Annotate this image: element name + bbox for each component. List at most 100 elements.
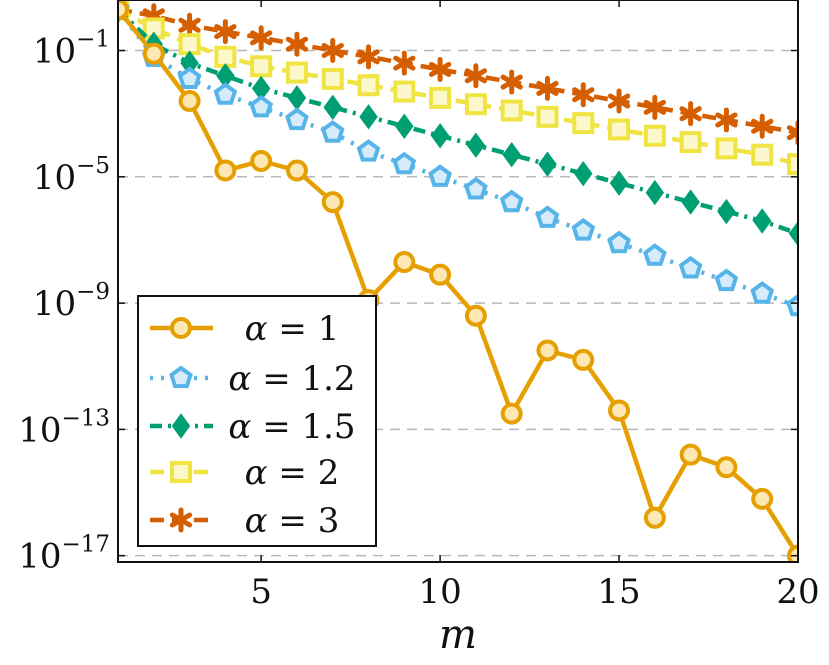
data-point	[393, 251, 416, 274]
data-point	[607, 230, 631, 254]
y-tick-exponent: −9	[76, 279, 110, 305]
data-point	[249, 25, 273, 51]
data-point	[715, 456, 738, 479]
data-point	[320, 120, 345, 143]
data-point	[428, 164, 452, 187]
data-point	[393, 80, 416, 103]
y-tick-label: 10−13	[18, 405, 110, 450]
data-point	[571, 218, 596, 241]
data-point	[608, 399, 631, 422]
legend-value: = 2	[268, 453, 340, 493]
legend-value: = 1.5	[251, 407, 355, 447]
y-tick-base: 10	[33, 158, 76, 198]
data-point	[751, 143, 774, 166]
data-point	[715, 137, 738, 160]
legend-greek: α	[228, 359, 251, 399]
data-point	[751, 113, 774, 139]
y-tick-label: 10−17	[18, 532, 110, 577]
data-point	[645, 179, 665, 206]
data-point	[535, 205, 560, 228]
data-point	[679, 101, 702, 127]
data-point	[608, 118, 631, 141]
legend-label: α = 1	[245, 309, 340, 349]
legend-label: α = 1.2	[228, 359, 355, 399]
y-tick-exponent: −5	[76, 153, 110, 179]
data-point	[787, 544, 798, 562]
legend-value: = 3	[268, 501, 340, 541]
x-axis-label: m	[439, 612, 477, 658]
data-point	[681, 189, 700, 215]
grid-lines	[118, 49, 798, 557]
data-point	[464, 93, 487, 116]
series-layer	[118, 0, 798, 562]
data-point	[536, 75, 559, 101]
legend-marker	[170, 461, 192, 483]
data-point	[214, 19, 237, 45]
data-point	[499, 189, 524, 213]
data-point	[500, 69, 523, 95]
data-point	[285, 61, 308, 84]
x-tick-label: 10	[418, 572, 461, 612]
data-point	[643, 506, 666, 529]
data-point	[428, 56, 452, 82]
data-point	[466, 132, 486, 158]
legend: α = 1α = 1.2α = 1.5α = 2α = 3	[137, 295, 377, 547]
data-point	[214, 159, 237, 182]
data-point	[142, 42, 165, 65]
data-point	[357, 44, 380, 70]
data-point	[285, 31, 309, 57]
data-point	[429, 263, 452, 286]
legend-marker	[169, 365, 193, 389]
series-square	[118, 0, 798, 176]
y-tick-base: 10	[33, 32, 76, 72]
series-star	[118, 0, 798, 146]
x-tick-label: 20	[776, 572, 819, 612]
legend-entry: α = 3	[150, 501, 339, 541]
data-point	[392, 151, 417, 175]
data-point	[607, 88, 631, 114]
data-point	[178, 90, 201, 113]
data-point	[752, 208, 772, 234]
data-point	[357, 74, 380, 97]
legend-value: = 1.2	[251, 359, 355, 399]
data-point	[118, 0, 129, 21]
legend-marker	[169, 507, 193, 533]
data-point	[321, 38, 344, 64]
data-point	[321, 191, 344, 214]
data-point	[249, 94, 274, 118]
data-point	[429, 86, 452, 109]
data-point	[393, 50, 416, 76]
data-point	[178, 12, 201, 38]
legend-greek: α	[228, 407, 251, 447]
series-circle	[118, 0, 798, 562]
x-tick-label: 15	[597, 572, 640, 612]
data-point	[177, 66, 202, 89]
y-tick-base: 10	[18, 410, 61, 450]
legend-entry: α = 1.2	[150, 359, 356, 399]
y-tick-exponent: −1	[76, 27, 110, 53]
data-point	[750, 281, 775, 304]
data-point	[679, 131, 702, 154]
data-point	[500, 402, 523, 425]
x-tick-label: 5	[250, 572, 272, 612]
data-point	[323, 94, 342, 121]
data-point	[643, 124, 666, 147]
legend-greek: α	[245, 501, 268, 541]
data-point	[788, 220, 798, 247]
axis-labels: m	[439, 612, 477, 658]
data-point	[430, 123, 450, 149]
data-point	[715, 107, 738, 133]
data-point	[787, 153, 798, 176]
legend-entry: α = 1.5	[150, 407, 356, 447]
legend-marker	[170, 317, 192, 339]
legend-greek: α	[245, 453, 268, 493]
data-point	[717, 198, 736, 225]
data-point	[359, 104, 378, 130]
data-point	[285, 159, 308, 182]
legend-marker	[171, 413, 191, 439]
data-point	[538, 151, 557, 177]
data-point	[678, 255, 703, 279]
